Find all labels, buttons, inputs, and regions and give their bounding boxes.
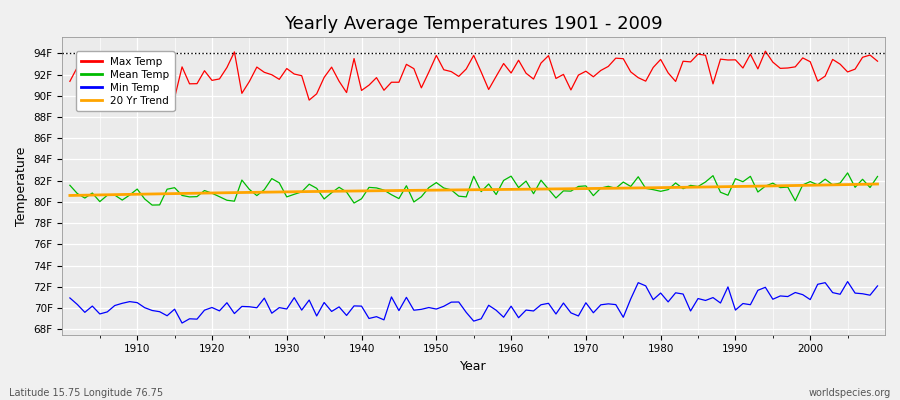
Legend: Max Temp, Mean Temp, Min Temp, 20 Yr Trend: Max Temp, Mean Temp, Min Temp, 20 Yr Tre… [76,52,175,111]
Text: worldspecies.org: worldspecies.org [809,388,891,398]
Title: Yearly Average Temperatures 1901 - 2009: Yearly Average Temperatures 1901 - 2009 [284,15,663,33]
Text: Latitude 15.75 Longitude 76.75: Latitude 15.75 Longitude 76.75 [9,388,163,398]
Y-axis label: Temperature: Temperature [15,146,28,226]
X-axis label: Year: Year [461,360,487,373]
